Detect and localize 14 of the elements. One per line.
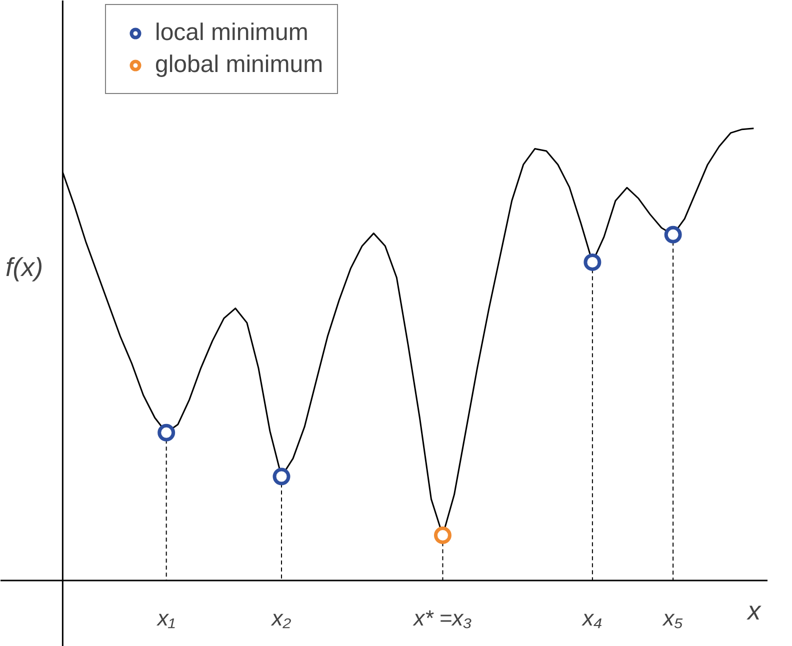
x-tick-label: x₂: [270, 606, 292, 630]
point: [272, 468, 290, 486]
x-axis-title: x: [746, 596, 762, 626]
x-tick-label: x* =x₃: [412, 606, 472, 630]
x-tick-label: x₅: [662, 606, 684, 630]
legend-label: local minimum: [155, 19, 308, 47]
legend-label: global minimum: [155, 51, 324, 79]
point: [434, 526, 452, 544]
x-tick-label: x₁: [156, 606, 176, 630]
point: [584, 254, 602, 271]
point: [158, 424, 176, 442]
point: [664, 226, 682, 244]
y-axis-title: f(x): [6, 252, 44, 282]
x-tick-label: x₄: [582, 606, 602, 630]
